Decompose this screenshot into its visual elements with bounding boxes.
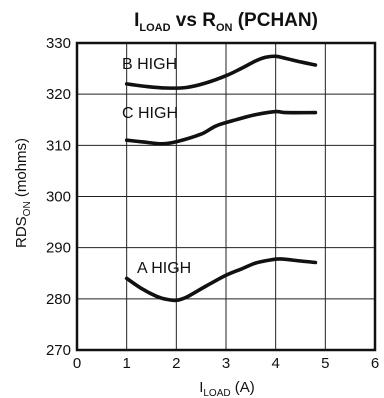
x-tick-6: 6 bbox=[371, 355, 379, 372]
title-main-sub: LOAD bbox=[139, 22, 170, 34]
plot-frame bbox=[75, 41, 377, 352]
y-tick-280: 280 bbox=[46, 291, 71, 308]
title-main: I bbox=[134, 10, 139, 31]
y-tick-270: 270 bbox=[46, 342, 71, 359]
ylabel-main: RDS bbox=[13, 216, 30, 248]
title-end: (PCHAN) bbox=[232, 10, 318, 31]
title-mid: vs R bbox=[171, 10, 217, 31]
y-tick-320: 320 bbox=[46, 86, 71, 103]
xlabel-unit: (A) bbox=[231, 379, 255, 396]
x-tick-3: 3 bbox=[222, 355, 230, 372]
x-tick-4: 4 bbox=[271, 355, 279, 372]
x-tick-5: 5 bbox=[321, 355, 329, 372]
series-line-a-high bbox=[124, 257, 318, 303]
y-tick-300: 300 bbox=[46, 189, 71, 206]
x-tick-2: 2 bbox=[172, 355, 180, 372]
y-axis-label: RDSON (mohms) bbox=[13, 138, 33, 248]
ylabel-unit: (mohms) bbox=[13, 138, 30, 201]
x-tick-0: 0 bbox=[73, 355, 81, 372]
series-line-b-high bbox=[124, 54, 318, 90]
y-tick-310: 310 bbox=[46, 137, 71, 154]
series-labels: B HIGH C HIGH A HIGH bbox=[122, 56, 191, 277]
x-tick-labels: 0 1 2 3 4 5 6 bbox=[73, 355, 379, 372]
series-label-a-high: A HIGH bbox=[137, 260, 191, 277]
y-tick-290: 290 bbox=[46, 240, 71, 257]
series-line-c-high bbox=[124, 109, 318, 146]
chart-title: ILOAD vs RON (PCHAN) bbox=[134, 10, 318, 34]
x-axis-label: ILOAD (A) bbox=[199, 379, 255, 398]
xlabel-main: I bbox=[199, 379, 203, 396]
x-tick-1: 1 bbox=[122, 355, 130, 372]
xlabel-sub: LOAD bbox=[203, 388, 230, 398]
series-lines bbox=[124, 54, 318, 303]
series-label-b-high: B HIGH bbox=[122, 56, 177, 73]
title-mid-sub: ON bbox=[216, 22, 233, 34]
grid-lines bbox=[77, 43, 375, 350]
y-tick-330: 330 bbox=[46, 35, 71, 52]
series-label-c-high: C HIGH bbox=[122, 105, 178, 122]
y-tick-labels: 270 280 290 300 310 320 330 bbox=[46, 35, 71, 359]
ylabel-sub: ON bbox=[22, 201, 33, 216]
